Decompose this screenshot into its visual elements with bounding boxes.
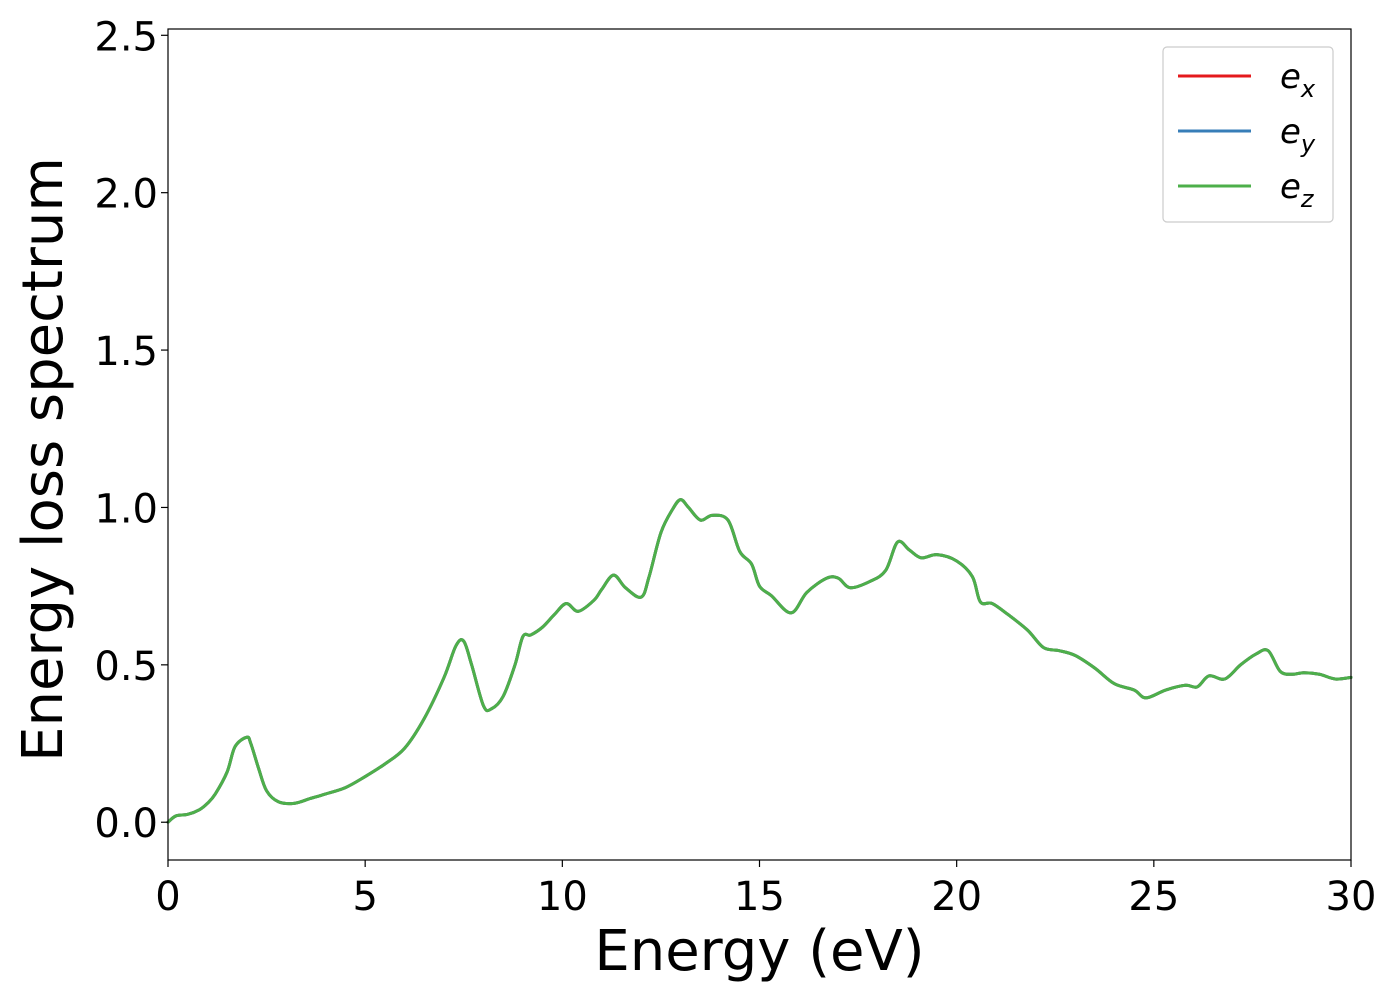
x-tick-label: 5 xyxy=(352,874,377,920)
legend-label-y: ey xyxy=(1280,112,1316,158)
y-tick-label: 0.5 xyxy=(94,644,158,690)
legend-box xyxy=(1162,46,1334,223)
y-axis-title: Energy loss spectrum xyxy=(11,157,76,762)
legend-label-base: e xyxy=(1280,112,1301,152)
x-tick-label: 25 xyxy=(1128,874,1179,920)
legend-label-subscript: x xyxy=(1300,75,1316,103)
x-axis-title: Energy (eV) xyxy=(594,919,924,984)
series-line-ez xyxy=(166,498,1353,824)
x-tick-label: 15 xyxy=(734,874,785,920)
legend-label-subscript: y xyxy=(1300,130,1316,158)
legend-label-x: ex xyxy=(1280,57,1316,103)
x-tick-label: 20 xyxy=(931,874,982,920)
y-tick-label: 0.0 xyxy=(94,801,158,847)
legend-label-subscript: z xyxy=(1300,185,1315,213)
legend-label-base: e xyxy=(1280,167,1301,207)
x-tick-label: 0 xyxy=(155,874,180,920)
legend-label-base: e xyxy=(1280,57,1301,97)
y-tick-label: 1.5 xyxy=(94,329,158,375)
y-tick-label: 2.0 xyxy=(94,172,158,218)
y-axis-ticks: 0.0 0.5 1.0 1.5 2.0 2.5 xyxy=(94,14,168,847)
series-layer xyxy=(166,498,1353,824)
x-tick-label: 10 xyxy=(537,874,588,920)
y-tick-label: 2.5 xyxy=(94,14,158,60)
y-tick-label: 1.0 xyxy=(94,486,158,532)
x-tick-label: 30 xyxy=(1326,874,1377,920)
legend-label-z: ez xyxy=(1280,167,1315,213)
x-axis-ticks: 0 5 10 15 20 25 30 xyxy=(155,860,1376,920)
